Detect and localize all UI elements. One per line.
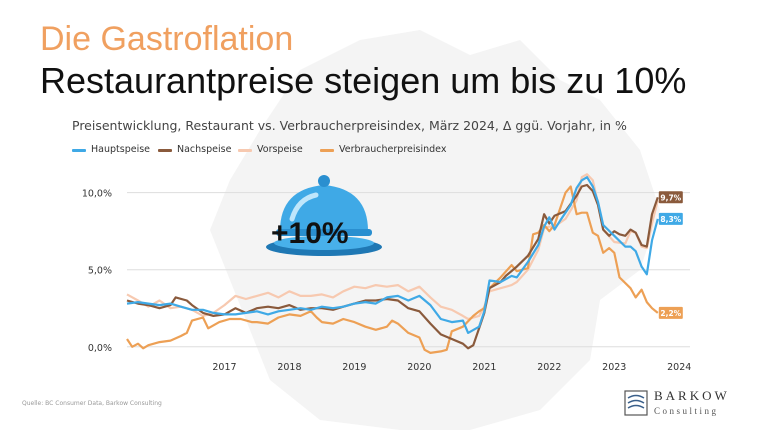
end-value-label: 9,7% [660, 193, 681, 202]
series-line-hauptspeise [126, 176, 659, 334]
x-tick-label: 2017 [212, 362, 236, 373]
series-line-vorspeise [126, 173, 659, 321]
end-value-label: 8,3% [660, 215, 681, 224]
y-tick-label: 0,0% [88, 343, 112, 354]
x-tick-label: 2021 [472, 362, 496, 373]
x-tick-label: 2024 [667, 362, 691, 373]
legend-swatch [158, 149, 172, 152]
legend-label: Hauptspeise [91, 144, 150, 155]
barkow-consulting-logo: BARKOW Consulting [624, 386, 754, 420]
legend-swatch [238, 149, 252, 152]
chart-subtitle: Preisentwicklung, Restaurant vs. Verbrau… [72, 118, 627, 133]
end-value-badge [658, 306, 683, 319]
end-value-label: 2,2% [660, 309, 681, 318]
legend-label: Nachspeise [177, 144, 232, 155]
legend-swatch [72, 149, 86, 152]
x-tick-label: 2019 [342, 362, 366, 373]
increase-badge-label: +10% [271, 217, 349, 250]
logo-mark-icon [624, 390, 648, 416]
source-note: Quelle: BC Consumer Data, Barkow Consult… [22, 400, 162, 407]
kicker-title: Die Gastroflation [40, 20, 294, 58]
end-value-badge [658, 191, 683, 204]
logo-subtitle: Consulting [654, 406, 719, 416]
x-tick-label: 2022 [537, 362, 561, 373]
x-tick-label: 2020 [407, 362, 431, 373]
page-title: Restaurantpreise steigen um bis zu 10% [40, 60, 687, 101]
x-tick-label: 2023 [602, 362, 626, 373]
legend-label: Verbraucherpreisindex [339, 144, 447, 155]
logo-name: BARKOW [654, 388, 730, 403]
end-value-badge [658, 212, 683, 225]
legend-label: Vorspeise [257, 144, 303, 155]
y-tick-label: 5,0% [88, 266, 112, 277]
series-line-verbraucherpreisindex [126, 185, 659, 354]
cloche-icon [266, 175, 382, 256]
y-tick-label: 10,0% [82, 189, 112, 200]
legend-swatch [320, 149, 334, 152]
x-tick-label: 2018 [277, 362, 301, 373]
